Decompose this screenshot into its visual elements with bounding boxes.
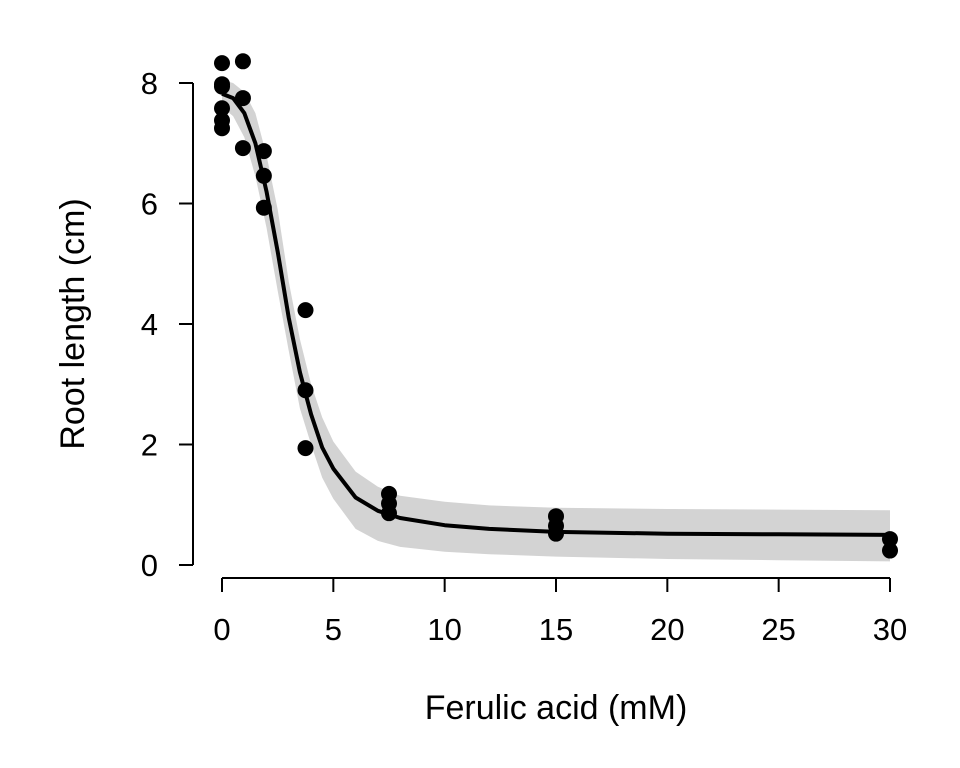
data-point (255, 143, 272, 160)
y-axis-title: Root length (cm) (54, 198, 92, 449)
y-tick-label: 2 (141, 428, 158, 463)
data-point (297, 440, 314, 457)
x-tick-label: 15 (539, 612, 573, 647)
x-tick-label: 5 (325, 612, 342, 647)
x-ticks: 0 5 10 15 20 25 30 (213, 578, 907, 647)
x-tick-label: 0 (213, 612, 230, 647)
data-point (882, 542, 898, 559)
data-point (548, 525, 564, 542)
data-point (214, 120, 230, 137)
data-point (234, 140, 251, 157)
x-tick-label: 25 (761, 612, 795, 647)
data-points (214, 53, 898, 559)
axes: 0 5 10 15 20 25 30 0 2 4 6 8 (141, 66, 907, 647)
y-ticks: 0 2 4 6 8 (141, 66, 193, 583)
confidence-band (222, 80, 890, 562)
data-point (214, 55, 230, 72)
data-point (381, 505, 397, 522)
data-point (234, 90, 251, 107)
x-tick-label: 20 (650, 612, 684, 647)
data-point (297, 382, 314, 399)
confidence-band-layer (222, 80, 890, 562)
x-axis-title: Ferulic acid (mM) (425, 689, 688, 727)
data-point (255, 167, 272, 184)
x-tick-label: 10 (427, 612, 461, 647)
y-tick-label: 6 (141, 187, 158, 222)
y-tick-label: 4 (141, 307, 158, 342)
y-tick-label: 8 (141, 66, 158, 101)
x-tick-label: 30 (873, 612, 907, 647)
data-point (882, 531, 898, 548)
data-point (297, 302, 314, 319)
data-point (255, 199, 272, 216)
data-point (214, 78, 230, 95)
y-tick-label: 0 (141, 548, 158, 583)
data-point (234, 53, 251, 70)
data-point (214, 100, 230, 117)
